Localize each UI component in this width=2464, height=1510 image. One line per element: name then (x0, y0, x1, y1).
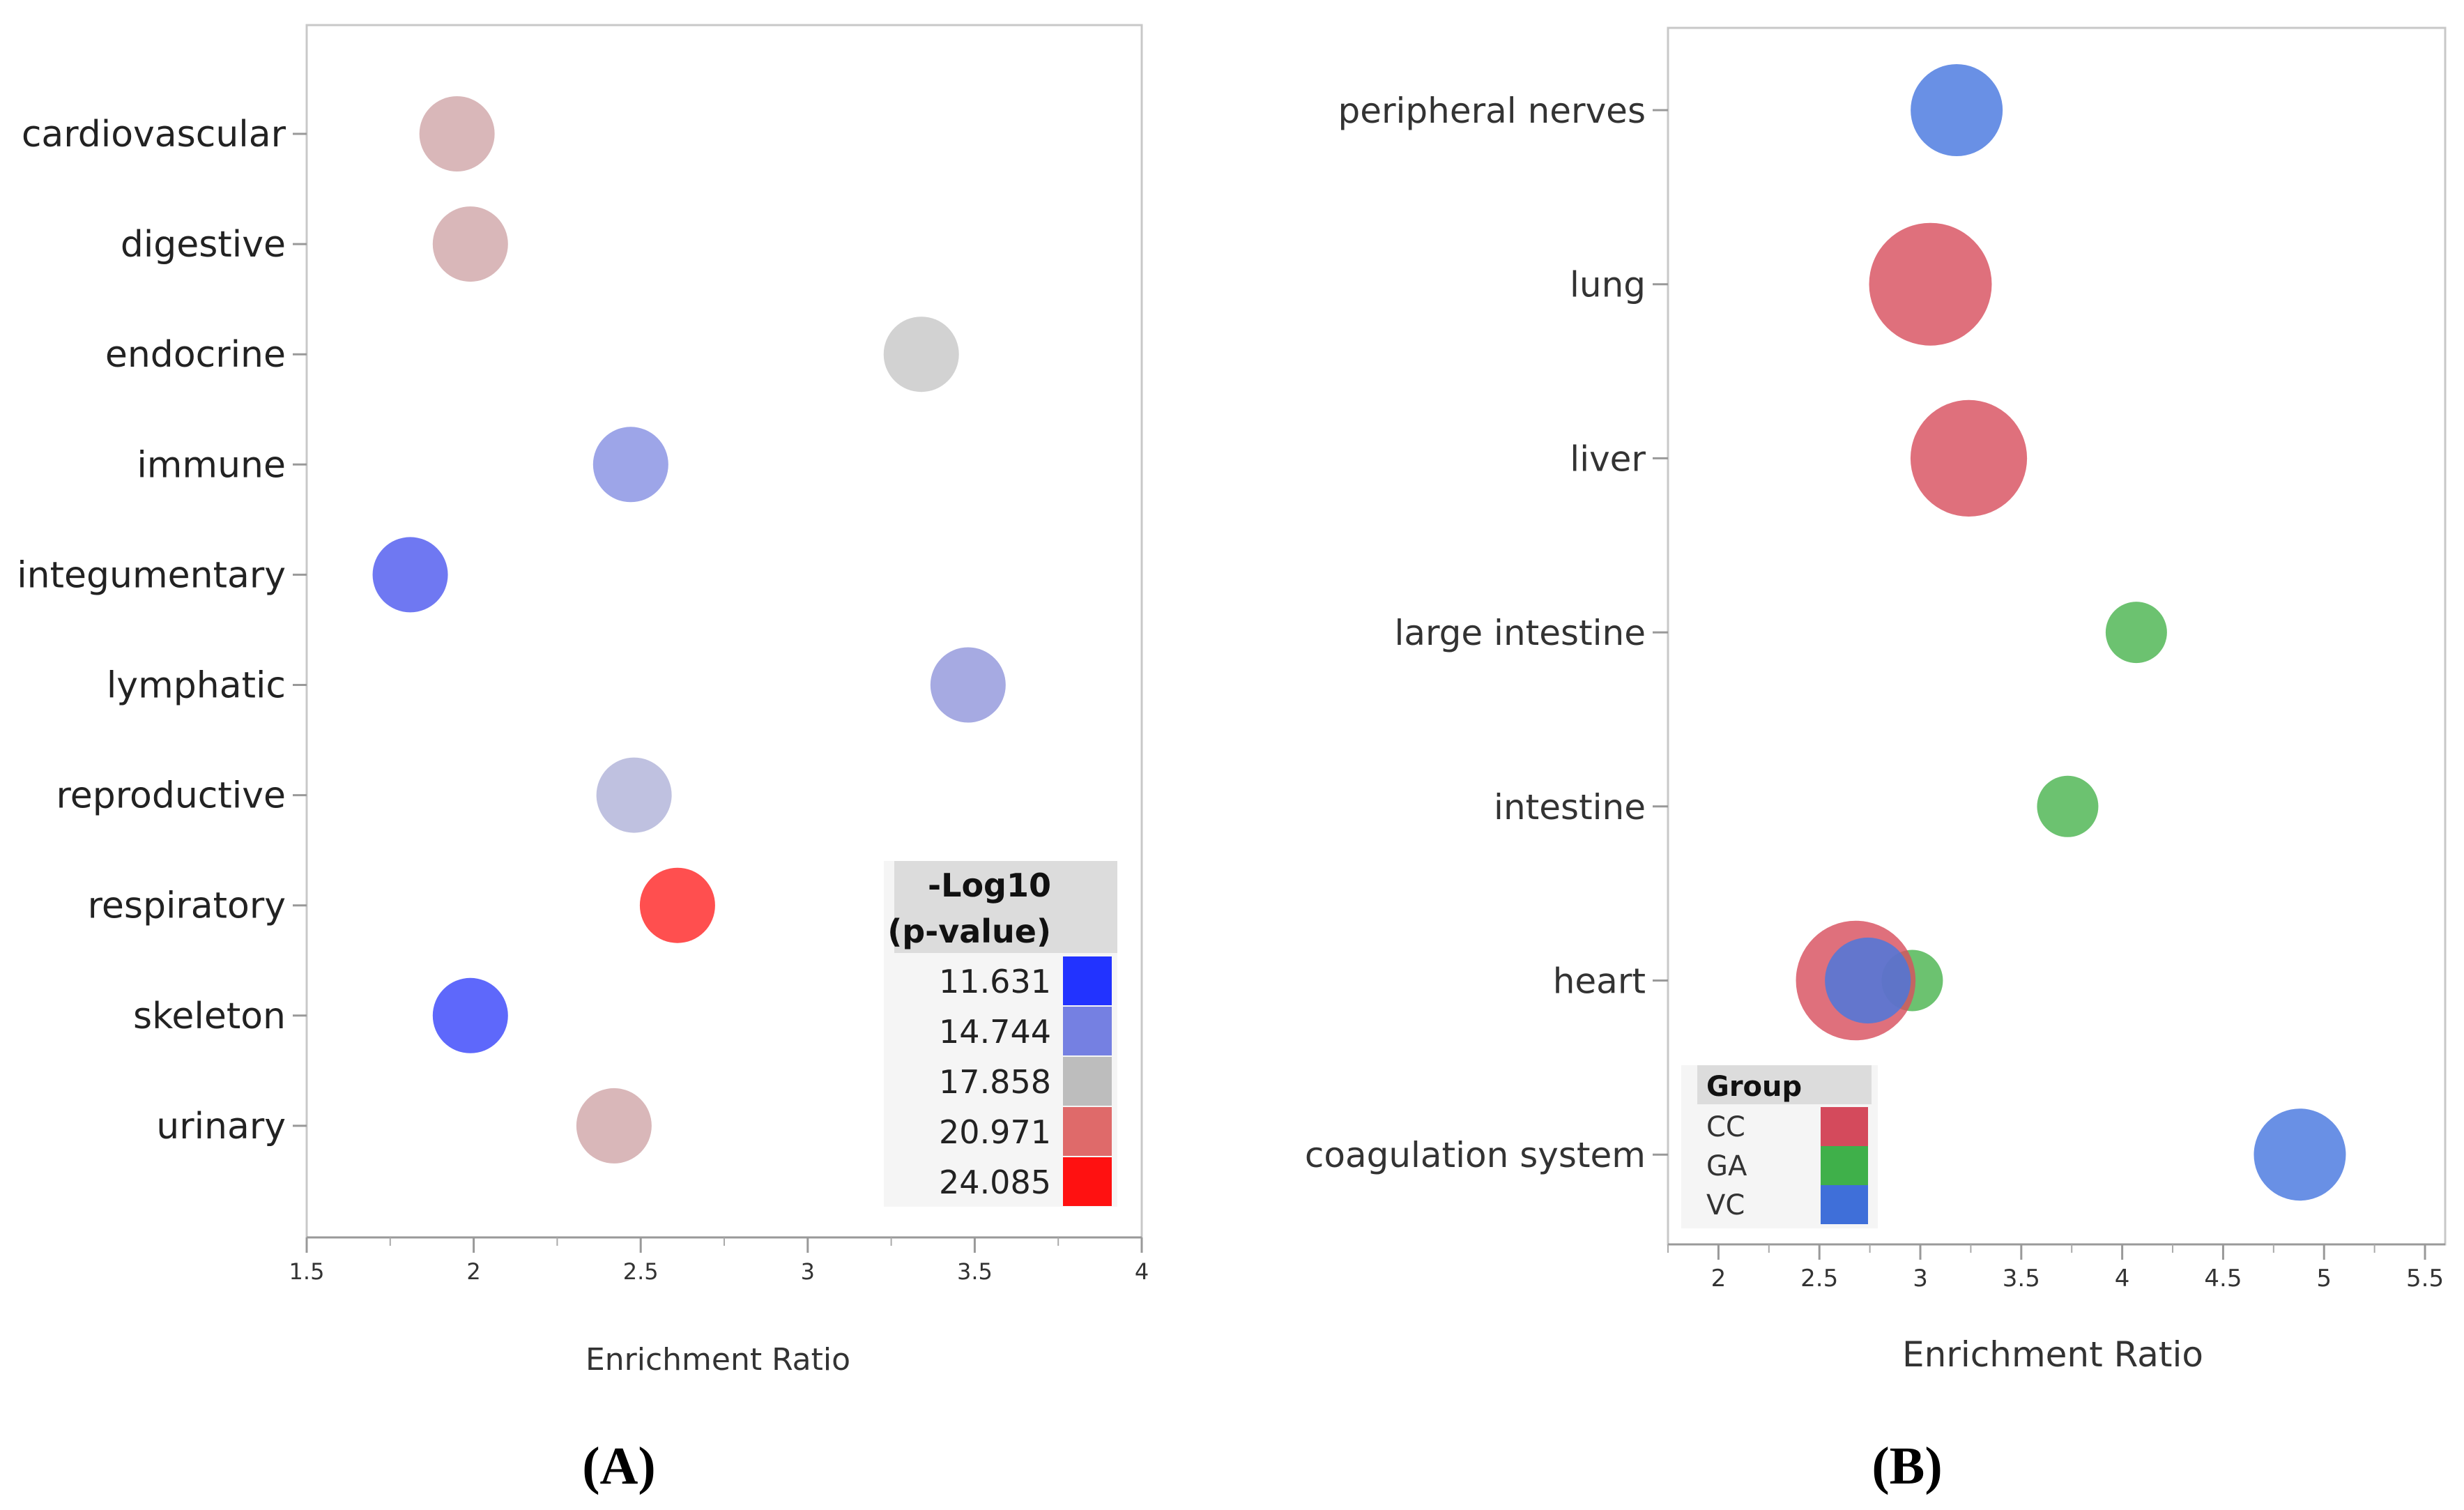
panel-b-legend-swatch (1821, 1107, 1868, 1146)
panel-a-x-tick-label: 4 (1135, 1258, 1149, 1285)
panel-a-y-tick-label-digestive: digestive (121, 224, 286, 266)
panel-b-y-tick-label-heart: heart (1553, 961, 1646, 1002)
panel-b-x-tick-label: 5.5 (2406, 1265, 2444, 1292)
panel-b-x-tick-label: 3 (1913, 1265, 1928, 1292)
panel-a-y-tick-label-reproductive: reproductive (56, 775, 286, 817)
panel-a-point-skeleton (432, 977, 508, 1053)
panel-b-point-coagulation-system-vc (2253, 1108, 2346, 1201)
panel-a-y-tick-label-urinary: urinary (156, 1106, 286, 1147)
panel-b-y-tick-label-coagulation-system: coagulation system (1305, 1135, 1646, 1175)
panel-a-x-tick-label: 3.5 (957, 1258, 993, 1285)
panel-b-point-liver-cc (1910, 399, 2028, 517)
panel-a-legend-swatch (1063, 1007, 1112, 1055)
panel-b-point-intestine-ga (2037, 775, 2099, 837)
panel-b-legend-header (1697, 1065, 1872, 1104)
panel-a-point-endocrine (883, 317, 959, 392)
panel-a-point-cardiovascular (419, 96, 495, 171)
panel-a-point-immune (592, 427, 668, 503)
panel-a-legend-swatch (1063, 1057, 1112, 1106)
panel-a-legend-swatch (1063, 1157, 1112, 1206)
panel-a-legend-title-line1: -Log10 (928, 867, 1051, 904)
panel-b-point-lung-cc (1869, 222, 1992, 346)
panel-a-legend: -Log10 (p-value) 11.631 14.744 17.858 20.97… (884, 861, 1117, 1207)
panel-a-x-tick-label: 1.5 (289, 1258, 325, 1285)
panel-a-point-reproductive (596, 757, 672, 833)
panel-a-legend-label: 14.744 (939, 1013, 1051, 1051)
panel-a-x-axis-label: Enrichment Ratio (586, 1342, 850, 1378)
panel-a-point-integumentary (372, 537, 448, 613)
panel-a-label: (A) (582, 1437, 656, 1495)
panel-b-y-tick-label-peripheral-nerves: peripheral nerves (1338, 91, 1646, 131)
panel-b-legend-title: Group (1706, 1071, 1802, 1103)
panel-b-x-axis-label: Enrichment Ratio (1902, 1334, 2203, 1375)
panel-b-point-large-intestine-ga (2105, 602, 2167, 664)
panel-a-x-tick-label: 3 (801, 1258, 815, 1285)
panel-b-plot-frame (1667, 26, 2447, 1246)
panel-a-point-digestive (432, 206, 508, 282)
panel-b-x-tick-label: 2 (1711, 1265, 1727, 1292)
panel-b-label: (B) (1872, 1437, 1942, 1495)
panel-a-y-tick-label-respiratory: respiratory (88, 885, 286, 927)
panel-b-y-tick-label-large-intestine: large intestine (1394, 613, 1646, 653)
panel-a-legend-label: 20.971 (939, 1113, 1051, 1151)
panel-a-point-respiratory (639, 867, 715, 943)
panel-b-y-tick-label-lung: lung (1570, 265, 1646, 305)
panel-b-legend-label: CC (1706, 1111, 1745, 1143)
panel-a-y-tick-label-lymphatic: lymphatic (107, 665, 286, 707)
panel-a-legend-title-line2: (p-value) (887, 913, 1051, 950)
panel-b-chart: peripheral nerves lung liver large intestin… (1305, 26, 2447, 1495)
panel-a-x-tick-label: 2 (466, 1258, 480, 1285)
panel-a-y-tick-label-skeleton: skeleton (133, 996, 286, 1037)
panel-b-x-tick-label: 5 (2316, 1265, 2332, 1292)
panel-a-legend-label: 24.085 (939, 1164, 1051, 1201)
panel-b-legend-swatch (1821, 1146, 1868, 1185)
panel-b-y-tick-label-liver: liver (1570, 438, 1646, 479)
panel-a-y-tick-label-integumentary: integumentary (17, 554, 286, 596)
panel-a-y-tick-label-cardiovascular: cardiovascular (22, 114, 286, 155)
panel-a-legend-label: 17.858 (939, 1063, 1051, 1101)
panel-a-y-tick-label-immune: immune (137, 444, 286, 486)
panel-a-legend-label: 11.631 (939, 963, 1051, 1000)
panel-a-point-lymphatic (930, 647, 1006, 723)
panel-b-point-heart-vc (1825, 937, 1911, 1024)
panel-b-legend: Group CC GA VC (1681, 1065, 1878, 1228)
panel-b-legend-label: GA (1706, 1150, 1747, 1182)
panel-a-point-urinary (576, 1088, 652, 1164)
panel-b-x-tick-label: 4.5 (2204, 1265, 2242, 1292)
panel-b-point-peripheral-nerves-vc (1911, 64, 2003, 156)
panel-b-legend-label: VC (1706, 1189, 1745, 1221)
panel-b-x-tick-label: 2.5 (1800, 1265, 1838, 1292)
panel-b-y-tick-label-intestine: intestine (1494, 787, 1646, 828)
panel-b-x-tick-label: 3.5 (2003, 1265, 2040, 1292)
panel-b-x-tick-label: 4 (2115, 1265, 2130, 1292)
panel-b-legend-swatch (1821, 1185, 1868, 1224)
panel-a-legend-swatch (1063, 1107, 1112, 1156)
panel-a-x-tick-label: 2.5 (623, 1258, 659, 1285)
panel-a-y-tick-label-endocrine: endocrine (105, 334, 286, 376)
panel-a-legend-header (894, 861, 1117, 953)
panel-a-legend-swatch (1063, 956, 1112, 1005)
panel-a-chart: cardiovascular digestive endocrine immune in… (17, 24, 1149, 1495)
